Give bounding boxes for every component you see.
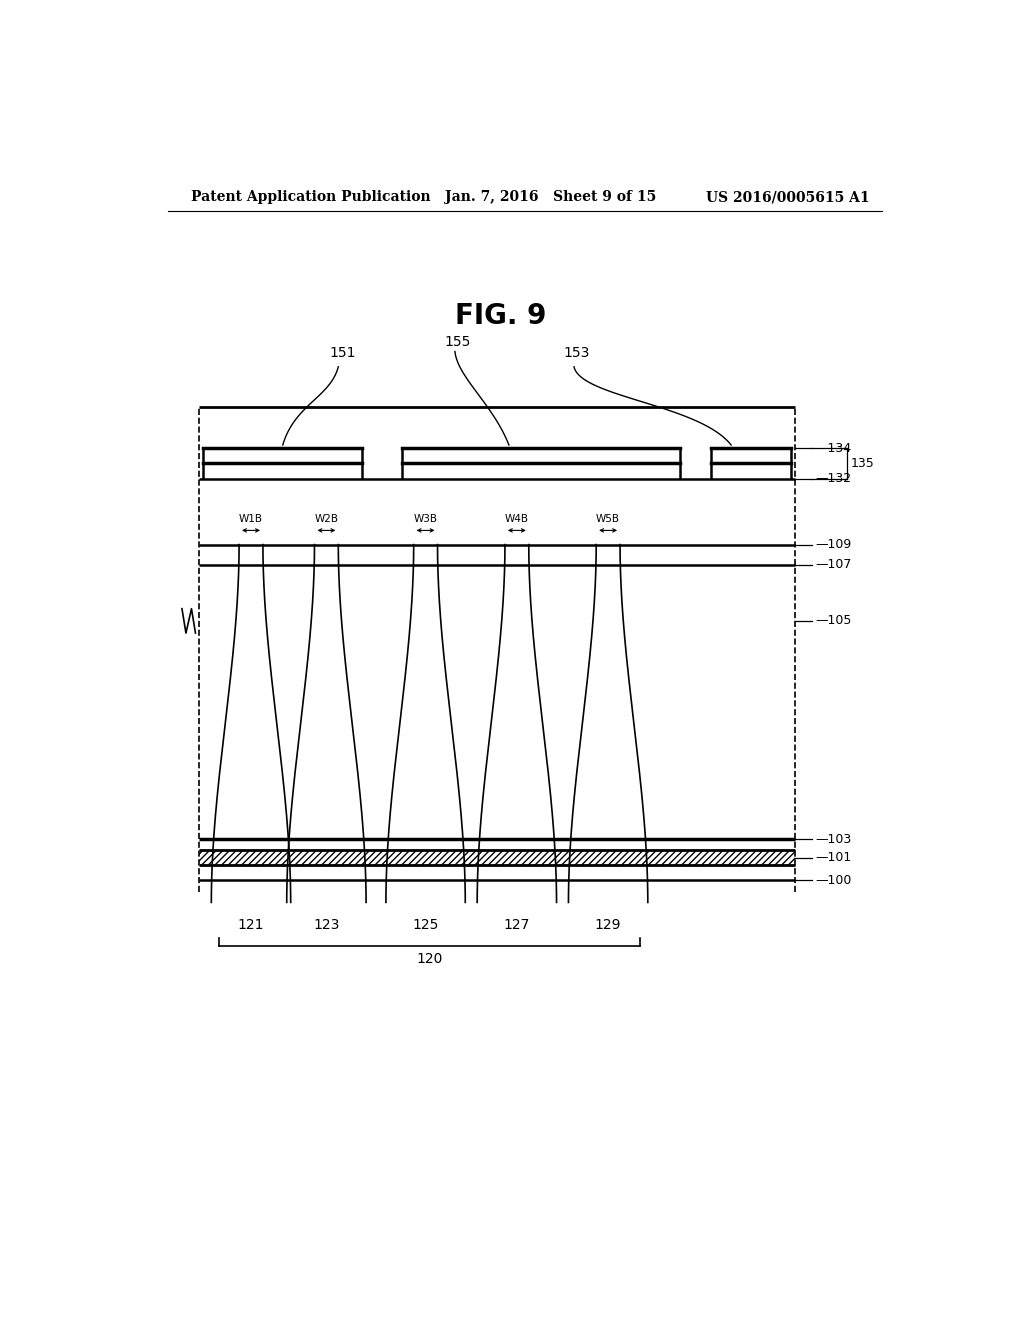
Text: —100: —100 (815, 874, 852, 887)
Bar (200, 850, 795, 865)
Text: W1B: W1B (239, 515, 263, 524)
Text: Patent Application Publication: Patent Application Publication (191, 190, 431, 205)
Text: W4B: W4B (505, 515, 528, 524)
Text: —107: —107 (815, 558, 852, 572)
Text: —109: —109 (815, 539, 852, 552)
Text: —103: —103 (815, 833, 852, 846)
Text: W3B: W3B (414, 515, 437, 524)
Text: 153: 153 (563, 346, 590, 359)
Text: US 2016/0005615 A1: US 2016/0005615 A1 (707, 190, 870, 205)
Text: W5B: W5B (596, 515, 621, 524)
Text: —101: —101 (815, 851, 852, 865)
Text: —105: —105 (815, 614, 852, 627)
Text: —132: —132 (815, 473, 851, 484)
Text: 121: 121 (238, 917, 264, 932)
Text: 135: 135 (850, 457, 873, 470)
Text: 155: 155 (444, 335, 471, 350)
Text: 151: 151 (329, 346, 355, 359)
Text: 129: 129 (595, 917, 622, 932)
Text: 123: 123 (313, 917, 340, 932)
Text: 125: 125 (413, 917, 439, 932)
Text: W2B: W2B (314, 515, 338, 524)
Text: Jan. 7, 2016   Sheet 9 of 15: Jan. 7, 2016 Sheet 9 of 15 (445, 190, 656, 205)
Text: FIG. 9: FIG. 9 (456, 302, 547, 330)
Text: —134: —134 (815, 442, 851, 454)
Text: 120: 120 (417, 952, 442, 966)
Text: 127: 127 (504, 917, 530, 932)
